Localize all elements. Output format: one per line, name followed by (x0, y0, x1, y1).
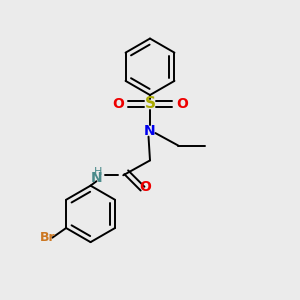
Text: O: O (176, 97, 188, 111)
Text: N: N (91, 171, 102, 184)
Text: O: O (112, 97, 124, 111)
Text: N: N (144, 124, 156, 138)
Text: Br: Br (40, 231, 56, 244)
Text: S: S (145, 96, 155, 111)
Text: O: O (140, 180, 152, 194)
Text: H: H (94, 167, 102, 177)
